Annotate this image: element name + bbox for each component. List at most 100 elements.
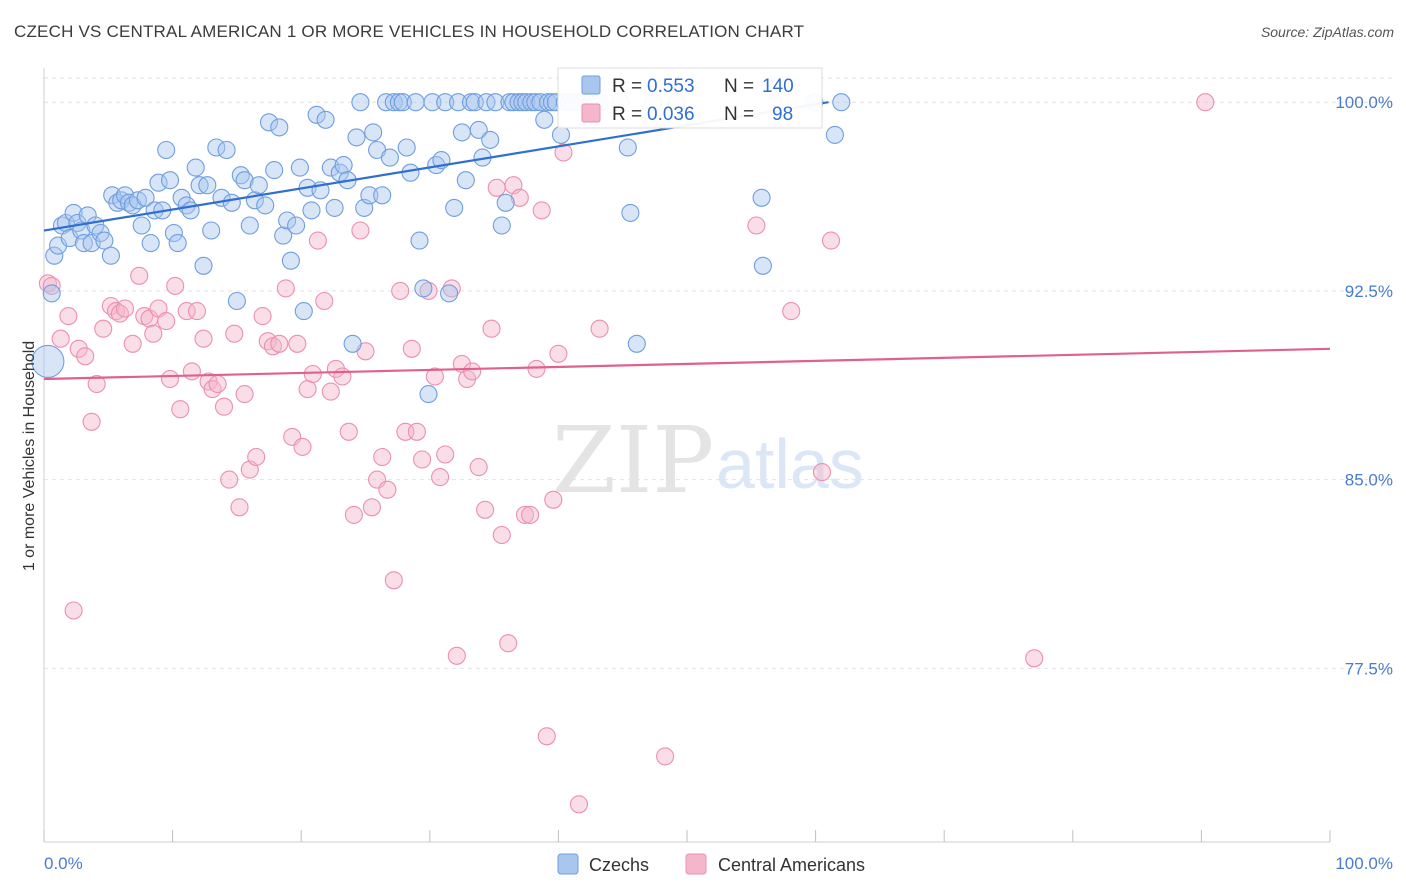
- czech-point: [302, 201, 321, 220]
- legend-r-value-1: 0.553: [647, 76, 695, 97]
- central-american-point: [1025, 649, 1044, 668]
- czech-point: [406, 93, 425, 112]
- central-american-point: [339, 422, 358, 441]
- axes: [43, 68, 1331, 843]
- czech-point: [752, 188, 771, 207]
- czech-point: [401, 163, 420, 182]
- bottom-legend-swatch-central-americans: [685, 853, 707, 875]
- y-axis-label: 1 or more Vehicles in Household: [21, 341, 38, 571]
- czech-point: [194, 256, 213, 275]
- legend-swatch-czechs: [581, 75, 601, 95]
- central-american-point: [521, 505, 540, 524]
- bottom-legend-swatch-czechs: [557, 853, 579, 875]
- czech-point: [160, 171, 180, 190]
- czech-point: [360, 186, 379, 205]
- central-american-point: [303, 364, 322, 384]
- central-american-point: [177, 302, 196, 321]
- legend-r-label-1: R =: [612, 76, 642, 97]
- central-american-point: [821, 231, 841, 250]
- czech-point: [481, 130, 500, 149]
- central-american-point: [407, 422, 426, 441]
- central-american-point: [87, 374, 106, 394]
- central-american-point: [436, 445, 455, 464]
- czech-point: [343, 334, 362, 353]
- legend: R = 0.553 N = 140 R = 0.036 N = 98: [557, 67, 823, 129]
- central-american-point: [69, 339, 88, 358]
- central-american-point: [235, 385, 254, 404]
- central-american-point: [362, 498, 381, 517]
- watermark-zip: ZIP: [552, 407, 714, 514]
- legend-r-value-2: 0.036: [647, 104, 695, 125]
- central-american-point: [351, 221, 370, 240]
- czech-point: [278, 211, 297, 230]
- czech-point: [325, 198, 344, 217]
- central-american-point: [225, 324, 244, 343]
- czech-point: [42, 284, 61, 303]
- chart-title: CZECH VS CENTRAL AMERICAN 1 OR MORE VEHI…: [14, 22, 805, 41]
- czech-point: [436, 93, 455, 112]
- central-american-point: [187, 302, 207, 321]
- czech-point: [621, 203, 640, 222]
- central-american-point: [378, 480, 397, 499]
- legend-r-label-2: R =: [612, 104, 642, 125]
- central-american-point: [442, 279, 461, 298]
- central-american-point: [782, 302, 801, 321]
- central-american-point: [499, 634, 518, 653]
- czech-point: [222, 193, 241, 212]
- central-american-point: [208, 374, 227, 394]
- central-american-point: [554, 143, 573, 162]
- czech-point: [265, 161, 284, 180]
- central-american-point: [425, 367, 444, 386]
- czech-point: [256, 196, 275, 215]
- central-american-point: [344, 505, 363, 524]
- czech-point: [452, 123, 471, 142]
- czech-point: [373, 186, 392, 205]
- central-american-point: [253, 307, 272, 326]
- central-american-point: [419, 281, 438, 300]
- czech-point: [274, 226, 293, 245]
- central-american-point: [82, 412, 101, 431]
- czech-point: [397, 138, 416, 157]
- central-american-point: [747, 216, 766, 235]
- watermark-atlas: atlas: [716, 425, 864, 503]
- czech-point: [198, 176, 217, 195]
- czech-point: [235, 171, 254, 190]
- x-tick-label-min: 0.0%: [44, 854, 83, 873]
- central-american-point: [544, 490, 563, 509]
- central-american-point: [230, 498, 249, 517]
- czech-point: [825, 125, 844, 144]
- czech-point: [551, 125, 571, 144]
- central-american-point: [157, 312, 176, 331]
- czech-point: [316, 110, 335, 129]
- czech-point: [469, 120, 488, 139]
- central-american-point: [59, 307, 78, 326]
- y-tick-labels: 100.0% 92.5% 85.0% 77.5%: [1335, 93, 1393, 678]
- x-tick-label-max: 100.0%: [1335, 854, 1393, 873]
- czech-point: [535, 110, 554, 129]
- central-american-point: [293, 437, 312, 456]
- central-american-point: [569, 795, 589, 814]
- central-american-trend-line: [43, 347, 1331, 381]
- czech-point: [294, 302, 313, 321]
- czech-point: [132, 216, 151, 235]
- czech-point: [281, 251, 300, 270]
- central-american-points: [38, 93, 1215, 814]
- central-american-point: [482, 319, 501, 338]
- czech-point: [753, 256, 772, 275]
- central-american-point: [42, 276, 61, 295]
- central-american-point: [270, 334, 289, 353]
- y-tick-label: 92.5%: [1345, 282, 1393, 301]
- central-american-point: [463, 362, 482, 381]
- y-tick-label: 100.0%: [1335, 93, 1393, 112]
- central-american-point: [76, 347, 95, 366]
- central-american-point: [812, 463, 832, 482]
- czech-point: [347, 128, 366, 147]
- czech-point: [45, 246, 64, 265]
- czech-point: [440, 284, 459, 303]
- watermark: ZIP atlas: [552, 407, 864, 514]
- central-american-point: [469, 458, 488, 477]
- czech-point: [456, 171, 475, 190]
- central-american-point: [431, 468, 450, 487]
- central-american-point: [166, 276, 185, 295]
- central-american-point: [391, 281, 410, 300]
